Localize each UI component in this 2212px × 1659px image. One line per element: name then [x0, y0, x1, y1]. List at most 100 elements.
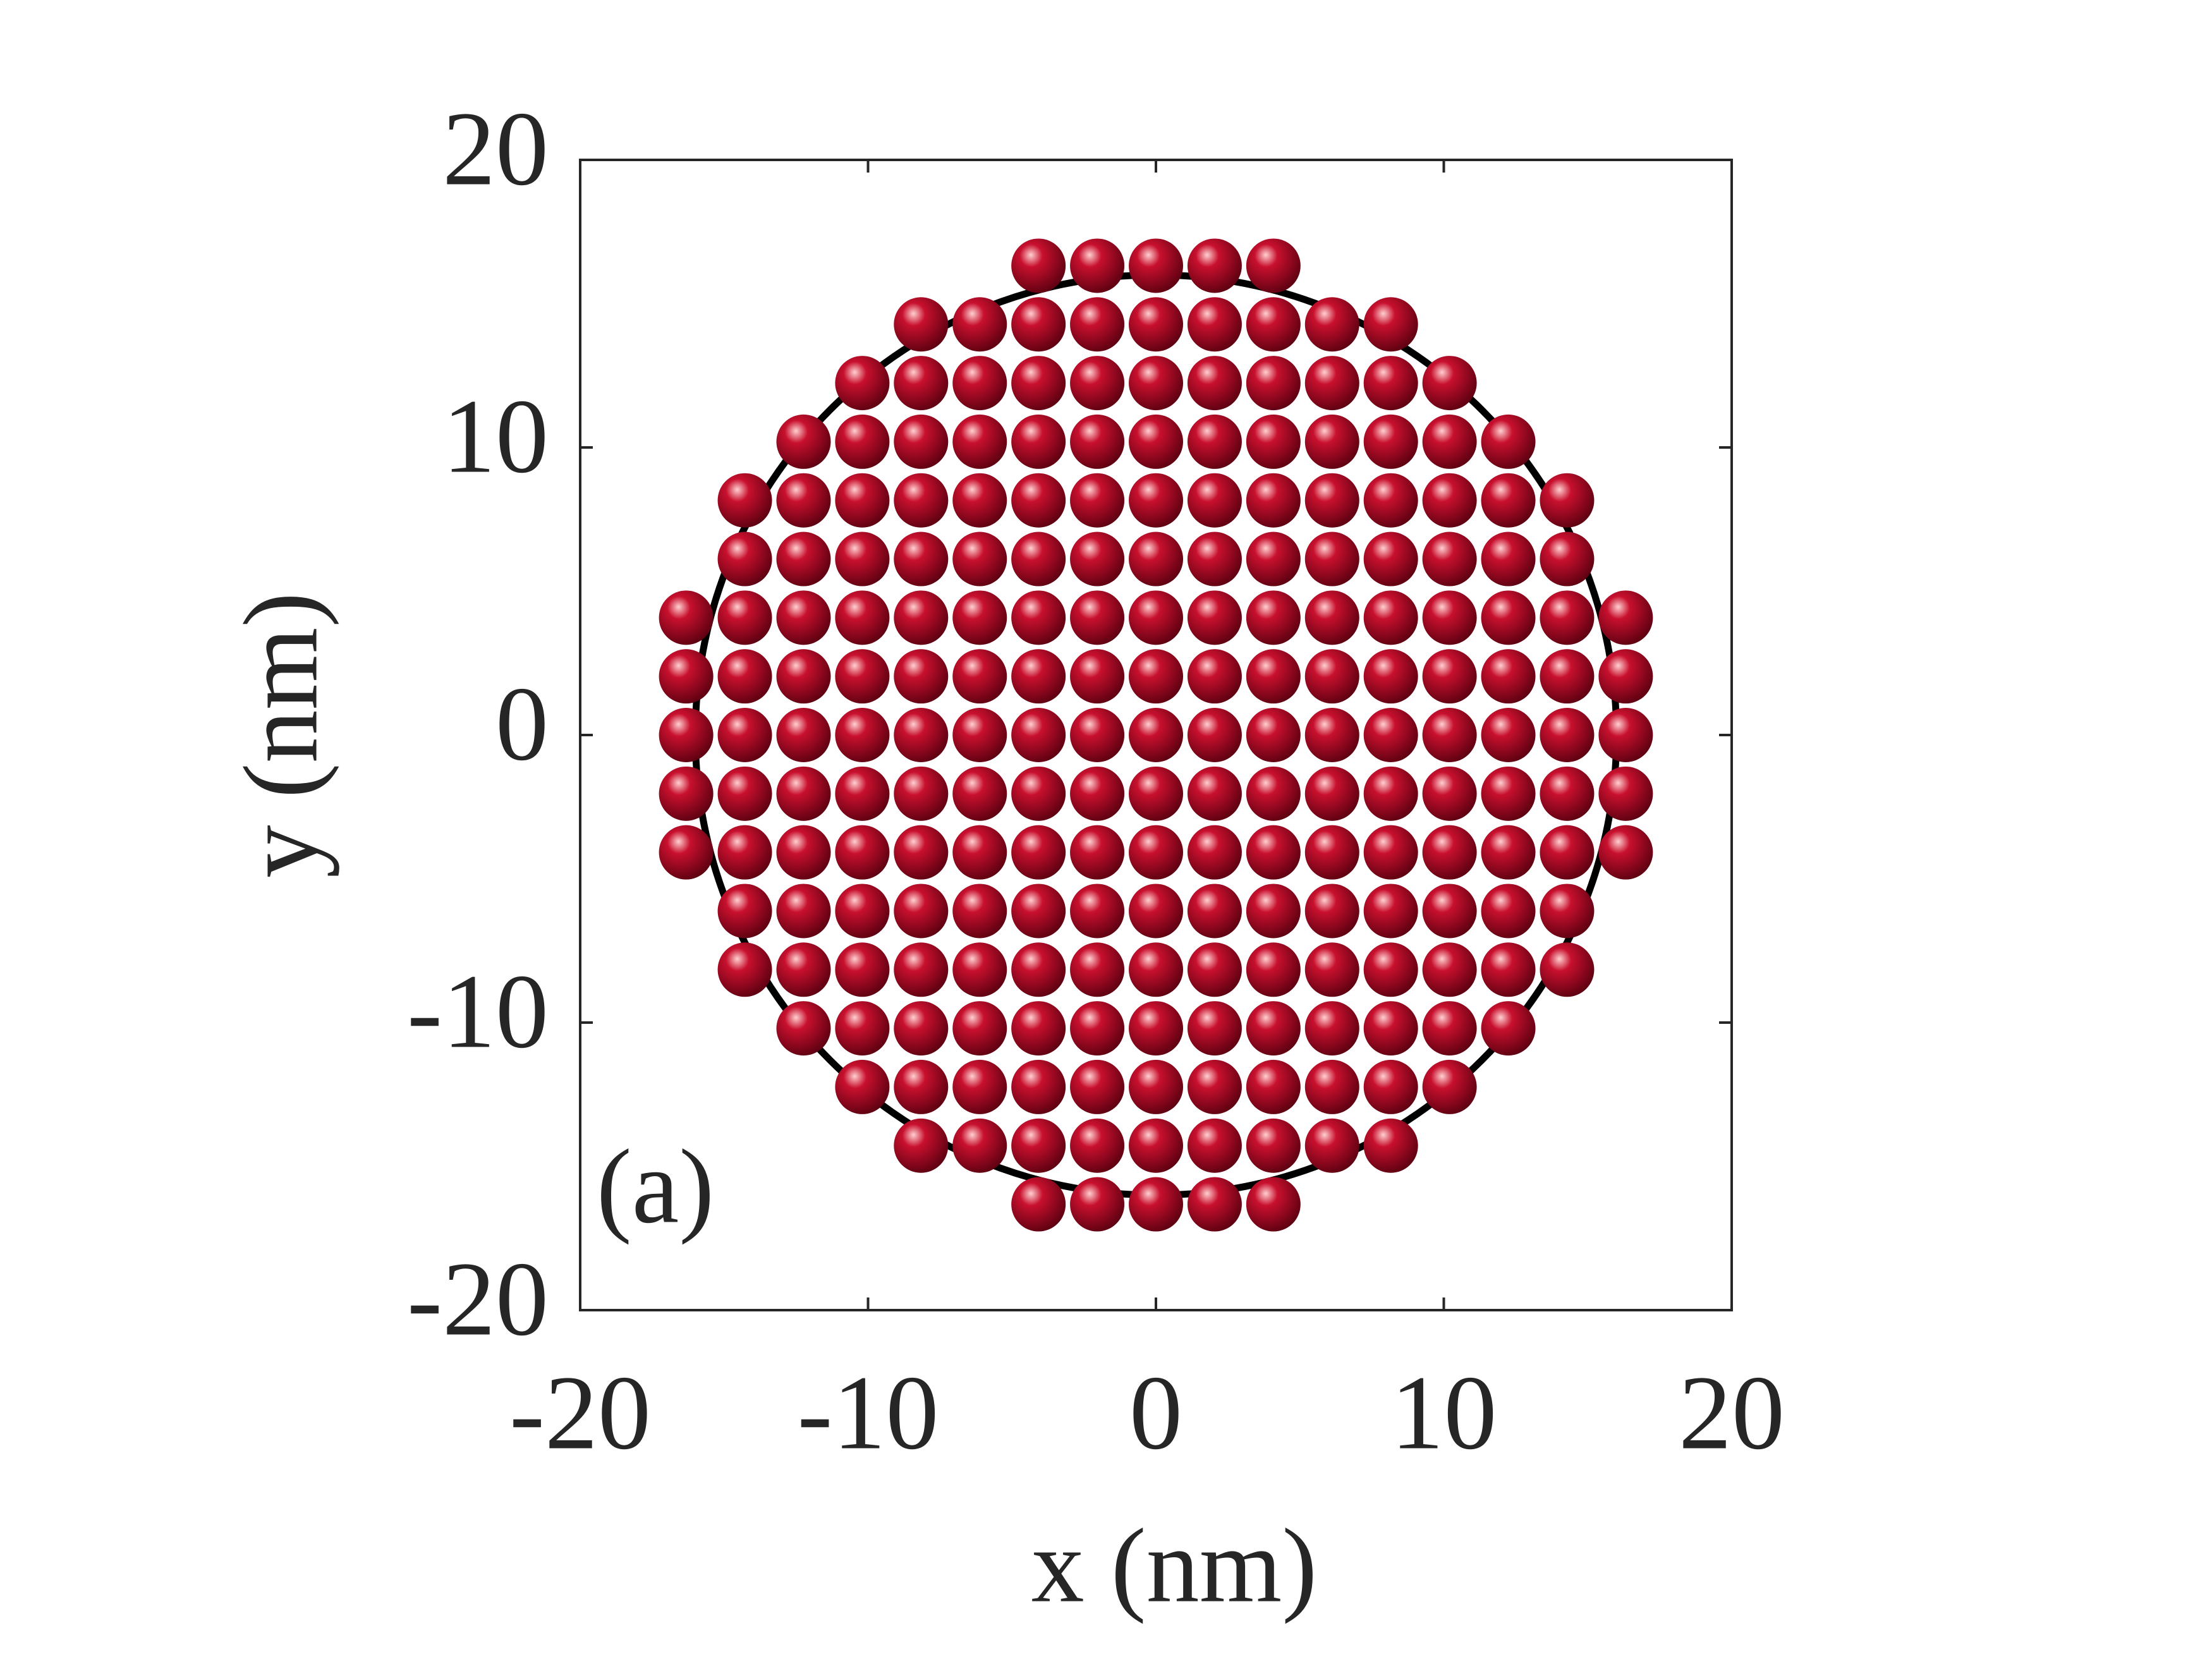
sphere	[1246, 238, 1301, 293]
sphere	[1187, 590, 1242, 645]
sphere	[1187, 1059, 1242, 1114]
sphere	[894, 884, 949, 939]
sphere	[1481, 884, 1536, 939]
sphere	[835, 649, 890, 704]
sphere	[1011, 473, 1066, 528]
sphere	[835, 825, 890, 880]
sphere	[952, 1118, 1007, 1173]
sphere	[1129, 1059, 1183, 1114]
sphere	[776, 884, 831, 939]
sphere	[1540, 766, 1595, 821]
sphere	[1363, 473, 1418, 528]
sphere	[1304, 708, 1359, 762]
sphere	[1481, 414, 1536, 469]
sphere	[1187, 884, 1242, 939]
sphere	[1246, 708, 1301, 762]
sphere	[1070, 356, 1125, 411]
sphere	[1187, 1177, 1242, 1232]
sphere	[717, 942, 772, 997]
sphere	[952, 884, 1007, 939]
sphere	[1187, 942, 1242, 997]
sphere	[1422, 766, 1477, 821]
sphere	[1540, 532, 1595, 586]
sphere	[952, 649, 1007, 704]
sphere	[1481, 532, 1536, 586]
sphere	[1011, 1177, 1066, 1232]
sphere	[659, 825, 714, 880]
sphere	[894, 590, 949, 645]
sphere	[1070, 532, 1125, 586]
sphere	[835, 1059, 890, 1114]
sphere	[1129, 884, 1183, 939]
sphere	[776, 766, 831, 821]
sphere	[1481, 649, 1536, 704]
sphere	[1363, 356, 1418, 411]
sphere	[717, 708, 772, 762]
sphere	[1481, 590, 1536, 645]
sphere	[1304, 1001, 1359, 1056]
sphere	[952, 297, 1007, 352]
sphere	[894, 297, 949, 352]
x-tick-label: 10	[1391, 1354, 1497, 1472]
sphere	[1129, 708, 1183, 762]
sphere	[1540, 590, 1595, 645]
sphere	[1011, 590, 1066, 645]
x-tick-label: -10	[798, 1354, 939, 1472]
sphere	[894, 766, 949, 821]
sphere	[1246, 884, 1301, 939]
sphere	[835, 1001, 890, 1056]
sphere	[952, 590, 1007, 645]
sphere	[1363, 414, 1418, 469]
sphere	[1422, 1059, 1477, 1114]
sphere	[659, 766, 714, 821]
sphere	[835, 356, 890, 411]
sphere	[1011, 1118, 1066, 1173]
sphere	[1598, 590, 1653, 645]
sphere	[1304, 532, 1359, 586]
sphere	[1598, 766, 1653, 821]
sphere	[1070, 766, 1125, 821]
sphere	[1011, 942, 1066, 997]
sphere	[1304, 473, 1359, 528]
sphere	[1246, 1118, 1301, 1173]
sphere	[1070, 884, 1125, 939]
sphere	[1246, 1177, 1301, 1232]
sphere	[1481, 942, 1536, 997]
sphere	[1011, 649, 1066, 704]
sphere	[894, 708, 949, 762]
sphere	[835, 766, 890, 821]
sphere	[1011, 238, 1066, 293]
sphere	[894, 649, 949, 704]
sphere	[1129, 1177, 1183, 1232]
sphere	[776, 414, 831, 469]
sphere	[1246, 649, 1301, 704]
sphere	[1187, 473, 1242, 528]
panel-label: (a)	[597, 1128, 714, 1246]
sphere	[1011, 825, 1066, 880]
sphere	[894, 1001, 949, 1056]
sphere	[1070, 238, 1125, 293]
sphere	[1363, 532, 1418, 586]
sphere	[1540, 825, 1595, 880]
sphere	[776, 825, 831, 880]
sphere	[1363, 1118, 1418, 1173]
sphere	[1129, 414, 1183, 469]
sphere	[835, 414, 890, 469]
sphere	[1070, 473, 1125, 528]
sphere	[717, 649, 772, 704]
sphere	[1129, 297, 1183, 352]
sphere	[835, 884, 890, 939]
sphere	[1011, 297, 1066, 352]
sphere	[1187, 1001, 1242, 1056]
sphere	[1304, 1059, 1359, 1114]
sphere	[1304, 1118, 1359, 1173]
sphere	[1363, 708, 1418, 762]
sphere	[776, 942, 831, 997]
sphere	[1129, 473, 1183, 528]
sphere	[1481, 708, 1536, 762]
sphere	[1363, 942, 1418, 997]
sphere	[1187, 532, 1242, 586]
x-axis-label: x (nm)	[1031, 1507, 1318, 1625]
sphere	[1304, 942, 1359, 997]
